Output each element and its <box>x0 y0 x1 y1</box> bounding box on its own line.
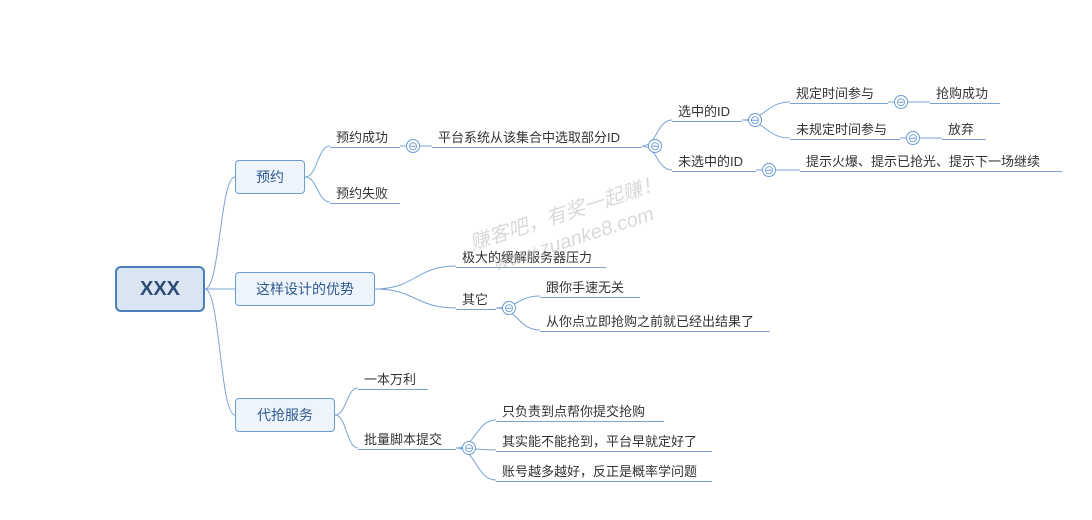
node-label: 从你点立即抢购之前就已经出结果了 <box>546 311 754 330</box>
edge <box>335 388 358 415</box>
node-label: 跟你手速无关 <box>546 277 624 296</box>
node-label: 平台系统从该集合中选取部分ID <box>438 127 620 146</box>
collapse-toggle[interactable]: ⊖ <box>462 441 476 455</box>
node-n322: 其实能不能抢到，平台早就定好了 <box>496 432 712 452</box>
node-n222: 从你点立即抢购之前就已经出结果了 <box>540 312 770 332</box>
edge <box>375 289 456 308</box>
node-n11: 预约成功 <box>330 128 400 148</box>
edge <box>335 415 358 448</box>
node-label: 极大的缓解服务器压力 <box>462 247 592 266</box>
edge <box>305 146 330 177</box>
node-n321: 只负责到点帮你提交抢购 <box>496 402 664 422</box>
node-n11121: 提示火爆、提示已抢光、提示下一场继续 <box>800 152 1062 172</box>
node-label: 未规定时间参与 <box>796 119 887 138</box>
node-label: 选中的ID <box>678 101 730 120</box>
edge <box>375 266 456 289</box>
node-label: 未选中的ID <box>678 151 743 170</box>
node-n1111: 选中的ID <box>672 102 742 122</box>
node-label: 抢购成功 <box>936 83 988 102</box>
node-label: 预约成功 <box>336 127 388 146</box>
node-label: 预约 <box>256 167 284 187</box>
edge <box>305 177 330 202</box>
node-label: 规定时间参与 <box>796 83 874 102</box>
node-label: 这样设计的优势 <box>256 279 354 299</box>
node-label: 其它 <box>462 289 488 308</box>
collapse-toggle[interactable]: ⊖ <box>406 139 420 153</box>
node-label: 预约失败 <box>336 183 388 202</box>
edge <box>205 177 235 289</box>
collapse-toggle[interactable]: ⊖ <box>762 163 776 177</box>
collapse-toggle[interactable]: ⊖ <box>894 95 908 109</box>
node-label: 一本万利 <box>364 369 416 388</box>
node-b1[interactable]: 预约 <box>235 160 305 194</box>
edge <box>456 448 496 480</box>
node-n221: 跟你手速无关 <box>540 278 640 298</box>
node-n31: 一本万利 <box>358 370 428 390</box>
node-b3[interactable]: 代抢服务 <box>235 398 335 432</box>
collapse-toggle[interactable]: ⊖ <box>906 131 920 145</box>
node-n22: 其它 <box>456 290 496 310</box>
node-label: 代抢服务 <box>257 405 313 425</box>
node-n1112: 未选中的ID <box>672 152 756 172</box>
node-n11112: 未规定时间参与 <box>790 120 900 140</box>
node-n21: 极大的缓解服务器压力 <box>456 248 606 268</box>
node-label: 账号越多越好，反正是概率学问题 <box>502 461 697 480</box>
node-label: XXX <box>140 278 180 301</box>
node-n323: 账号越多越好，反正是概率学问题 <box>496 462 712 482</box>
node-label: 批量脚本提交 <box>364 429 442 448</box>
node-label: 放弃 <box>948 119 974 138</box>
node-n12: 预约失败 <box>330 184 400 204</box>
node-label: 提示火爆、提示已抢光、提示下一场继续 <box>806 151 1040 170</box>
node-b2[interactable]: 这样设计的优势 <box>235 272 375 306</box>
node-n111: 平台系统从该集合中选取部分ID <box>432 128 642 148</box>
node-label: 其实能不能抢到，平台早就定好了 <box>502 431 697 450</box>
collapse-toggle[interactable]: ⊖ <box>502 301 516 315</box>
node-nB: 放弃 <box>942 120 986 140</box>
node-n11111: 规定时间参与 <box>790 84 888 104</box>
node-n32: 批量脚本提交 <box>358 430 456 450</box>
node-root[interactable]: XXX <box>115 266 205 312</box>
edge <box>205 289 235 415</box>
node-label: 只负责到点帮你提交抢购 <box>502 401 645 420</box>
node-nA: 抢购成功 <box>930 84 1000 104</box>
collapse-toggle[interactable]: ⊖ <box>648 139 662 153</box>
collapse-toggle[interactable]: ⊖ <box>748 113 762 127</box>
